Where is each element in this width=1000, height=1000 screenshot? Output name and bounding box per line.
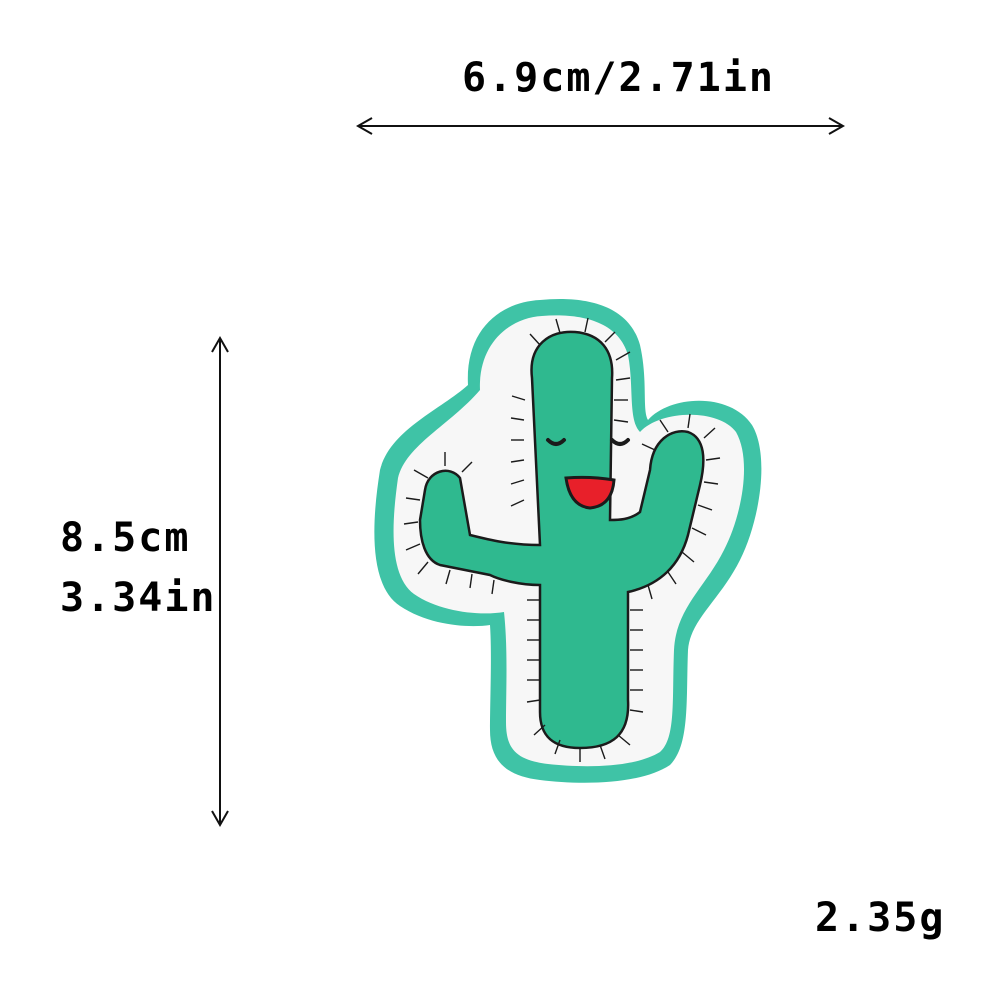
cactus-patch-image [374,298,762,783]
height-in-label: 3.34in [60,575,217,621]
right-eye [610,438,630,446]
height-arrow [211,335,229,828]
height-cm-label: 8.5cm [60,515,191,561]
cactus-spines [403,317,721,762]
left-eye [546,438,566,446]
cactus-body [418,330,705,750]
width-arrow [355,117,846,135]
weight-label: 2.35g [815,895,946,941]
width-dimension-label: 6.9cm/2.71in [462,55,775,101]
mouth [564,475,616,510]
cactus-face [546,438,630,510]
